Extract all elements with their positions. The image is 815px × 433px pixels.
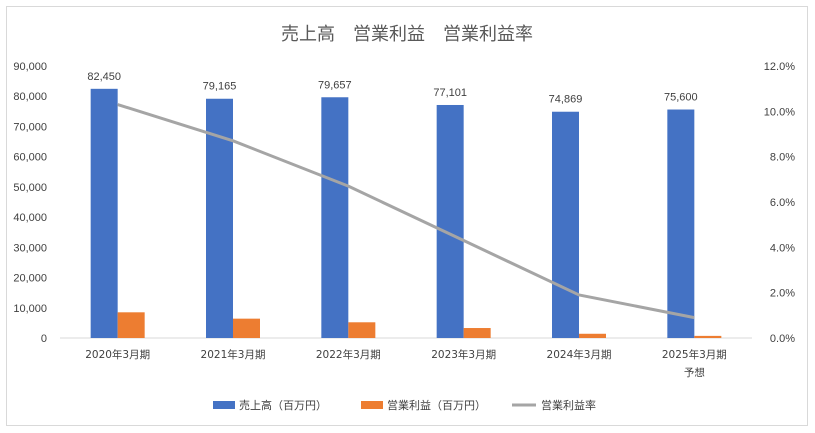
left-axis-tick: 80,000 — [13, 91, 47, 103]
right-axis-tick: 6.0% — [770, 197, 795, 209]
right-axis-tick: 8.0% — [770, 152, 795, 164]
line-series — [117, 103, 695, 320]
right-axis: 0.0% 2.0% 4.0% 6.0% 8.0% 10.0% 12.0% — [764, 61, 795, 345]
operating-margin-line — [117, 103, 695, 320]
sales-bar — [321, 97, 349, 338]
legend-label: 売上高（百万円） — [239, 398, 327, 412]
right-axis-tick: 2.0% — [770, 288, 795, 300]
left-axis-tick: 0 — [41, 333, 47, 345]
category-label: 2025年3月期 — [662, 348, 727, 361]
sales-data-label: 79,657 — [318, 79, 352, 91]
operating-profit-bar — [348, 322, 376, 338]
category-label: 2024年3月期 — [547, 348, 612, 361]
category-sublabel: 予想 — [684, 366, 705, 379]
legend-label: 営業利益率 — [541, 398, 596, 412]
sales-data-label: 77,101 — [433, 87, 467, 99]
left-axis-tick: 30,000 — [13, 242, 47, 254]
sales-data-label: 79,165 — [203, 81, 237, 93]
right-axis-tick: 0.0% — [770, 333, 795, 345]
sales-bar — [552, 111, 579, 338]
legend: 売上高（百万円） 営業利益（百万円） 営業利益率 — [213, 398, 596, 412]
category-label: 2020年3月期 — [85, 348, 150, 361]
right-axis-tick: 10.0% — [764, 106, 795, 118]
left-axis-tick: 40,000 — [13, 212, 47, 224]
sales-bar — [90, 88, 118, 338]
left-axis-tick: 90,000 — [13, 61, 47, 73]
legend-swatch — [213, 401, 235, 409]
category-label: 2021年3月期 — [201, 348, 266, 361]
chart-title: 売上高 営業利益 営業利益率 — [281, 24, 533, 45]
sales-data-label: 82,450 — [87, 71, 121, 83]
right-axis-tick: 12.0% — [764, 61, 795, 73]
left-axis-tick: 10,000 — [13, 303, 47, 315]
legend-label: 営業利益（百万円） — [387, 398, 486, 412]
sales-data-label: 74,869 — [549, 94, 583, 106]
left-axis-tick: 70,000 — [13, 121, 47, 133]
left-axis-tick: 20,000 — [13, 273, 47, 285]
category-label: 2022年3月期 — [316, 348, 381, 361]
sales-data-label: 75,600 — [664, 92, 698, 104]
data-labels: 82,450 79,165 79,657 77,101 74,869 75,600 — [87, 71, 697, 106]
sales-bar — [436, 104, 464, 338]
right-axis-tick: 4.0% — [770, 242, 795, 254]
left-axis: 0 10,000 20,000 30,000 40,000 50,000 60,000 70,… — [13, 61, 47, 345]
operating-profit-bar — [463, 328, 491, 338]
left-axis-tick: 50,000 — [13, 182, 47, 194]
operating-profit-bar — [579, 333, 606, 338]
operating-profit-bar — [694, 335, 722, 338]
operating-profit-bar — [117, 312, 145, 338]
operating-profit-bar — [233, 318, 260, 338]
sales-bar — [667, 109, 695, 339]
legend-swatch — [361, 401, 383, 409]
left-axis-tick: 60,000 — [13, 152, 47, 164]
category-labels: 2020年3月期 2021年3月期 2022年3月期 2023年3月期 2024年3月期… — [85, 348, 727, 379]
category-label: 2023年3月期 — [431, 348, 496, 361]
